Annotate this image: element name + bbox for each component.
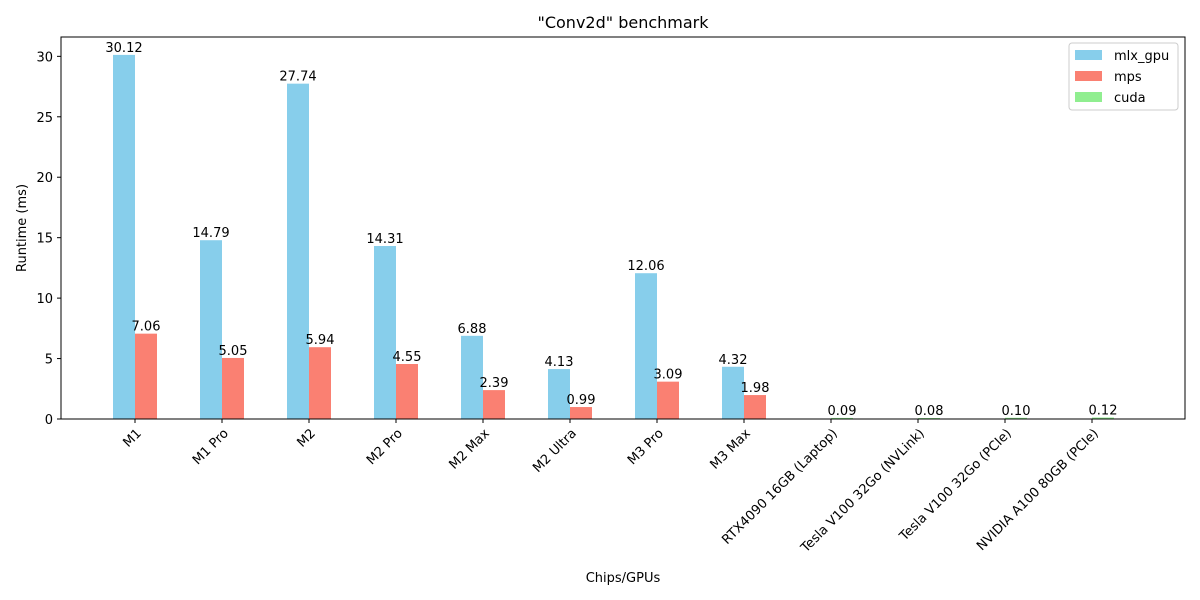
bar-mlx-gpu-m2	[287, 83, 309, 420]
x-axis: M1 M1 Pro M2 M2 Pro M2 Max M2 Ultra M3 Pro M3 M…	[120, 419, 1102, 556]
legend-label-cuda: cuda	[1114, 91, 1146, 106]
bar-mlx-gpu-m2-max	[461, 335, 483, 419]
data-label-mlx-gpu-m1-pro: 14.79	[192, 226, 229, 241]
bar-cuda-tesla-v100-32go-pcie	[1005, 417, 1027, 419]
x-axis-label: Chips/GPUs	[586, 571, 661, 586]
data-label-mps-m1: 7.06	[132, 320, 161, 335]
y-tick-label-10: 10	[36, 292, 53, 307]
data-label-mlx-gpu-m3-max: 4.32	[719, 353, 748, 368]
data-label-mps-m2-max: 2.39	[480, 376, 509, 391]
data-label-cuda-tesla-v100-32go-pcie: 0.10	[1002, 404, 1031, 419]
bars-group	[113, 54, 1114, 420]
x-tick-label-m3-max: M3 Max	[708, 426, 755, 473]
bar-mlx-gpu-m2-pro	[374, 246, 396, 419]
data-label-mlx-gpu-m1: 30.12	[105, 41, 142, 56]
bar-mlx-gpu-m1-pro	[200, 240, 222, 419]
plot-frame	[60, 36, 1186, 420]
bar-mps-m2-pro	[396, 363, 418, 419]
legend-label-mlx-gpu: mlx_gpu	[1114, 49, 1169, 64]
bar-mps-m1	[135, 333, 157, 419]
legend-label-mps: mps	[1114, 70, 1142, 85]
bar-mlx-gpu-m1	[113, 54, 135, 419]
x-tick-label-m2-pro: M2 Pro	[364, 426, 406, 468]
y-tick-label-20: 20	[36, 171, 53, 186]
x-tick-label-m2: M2	[294, 426, 318, 450]
x-tick-label-m2-max: M2 Max	[447, 426, 494, 473]
data-label-cuda-tesla-v100-32go-nvlink: 0.08	[915, 404, 944, 419]
data-label-mps-m2-ultra: 0.99	[567, 393, 596, 408]
data-label-cuda-nvidia-a100-80gb-pcie: 0.12	[1089, 404, 1118, 419]
data-label-mlx-gpu-m3-pro: 12.06	[627, 259, 664, 274]
legend-swatch-mlx-gpu	[1075, 50, 1102, 60]
data-label-mps-m1-pro: 5.05	[219, 344, 248, 359]
data-label-mlx-gpu-m2-max: 6.88	[458, 322, 487, 337]
y-tick-label-30: 30	[36, 50, 53, 65]
bar-cuda-rtx4090-16gb-laptop	[831, 417, 853, 419]
y-tick-label-0: 0	[45, 413, 53, 428]
x-tick-label-m1: M1	[120, 426, 144, 450]
y-tick-label-15: 15	[36, 232, 53, 247]
bar-mps-m2-max	[483, 390, 505, 419]
data-label-mlx-gpu-m2: 27.74	[279, 70, 316, 85]
bar-mlx-gpu-m2-ultra	[548, 369, 570, 419]
data-label-cuda-rtx4090-16gb-laptop: 0.09	[828, 404, 857, 419]
x-tick-label-m1-pro: M1 Pro	[190, 426, 232, 468]
y-tick-label-5: 5	[45, 353, 53, 368]
data-labels-group: 30.12 7.06 14.79 5.05 27.74 5.94 14.31 4.55 6.88…	[105, 41, 1117, 419]
bar-mps-m1-pro	[222, 357, 244, 419]
bar-mps-m3-max	[744, 395, 766, 419]
legend-swatch-mps	[1075, 71, 1102, 81]
y-tick-label-25: 25	[36, 111, 53, 126]
bar-cuda-nvidia-a100-80gb-pcie	[1092, 417, 1114, 419]
data-label-mps-m3-pro: 3.09	[654, 368, 683, 383]
data-label-mps-m2-pro: 4.55	[393, 350, 422, 365]
x-tick-label-m2-ultra: M2 Ultra	[530, 426, 580, 476]
y-axis-label: Runtime (ms)	[15, 184, 30, 272]
bar-mlx-gpu-m3-max	[722, 366, 744, 419]
legend-swatch-cuda	[1075, 92, 1102, 102]
legend: mlx_gpu mps cuda	[1068, 42, 1179, 111]
bar-mlx-gpu-m3-pro	[635, 273, 657, 419]
bar-mps-m3-pro	[657, 381, 679, 419]
bar-mps-m2	[309, 347, 331, 419]
data-label-mps-m2: 5.94	[306, 333, 335, 348]
chart-title: "Conv2d" benchmark	[537, 13, 709, 32]
bar-mps-m2-ultra	[570, 407, 592, 419]
data-label-mlx-gpu-m2-pro: 14.31	[366, 232, 403, 247]
y-axis: 0 5 10 15 20 25 30	[36, 50, 61, 428]
x-tick-label-m3-pro: M3 Pro	[625, 426, 667, 468]
data-label-mps-m3-max: 1.98	[741, 381, 770, 396]
data-label-mlx-gpu-m2-ultra: 4.13	[545, 355, 574, 370]
